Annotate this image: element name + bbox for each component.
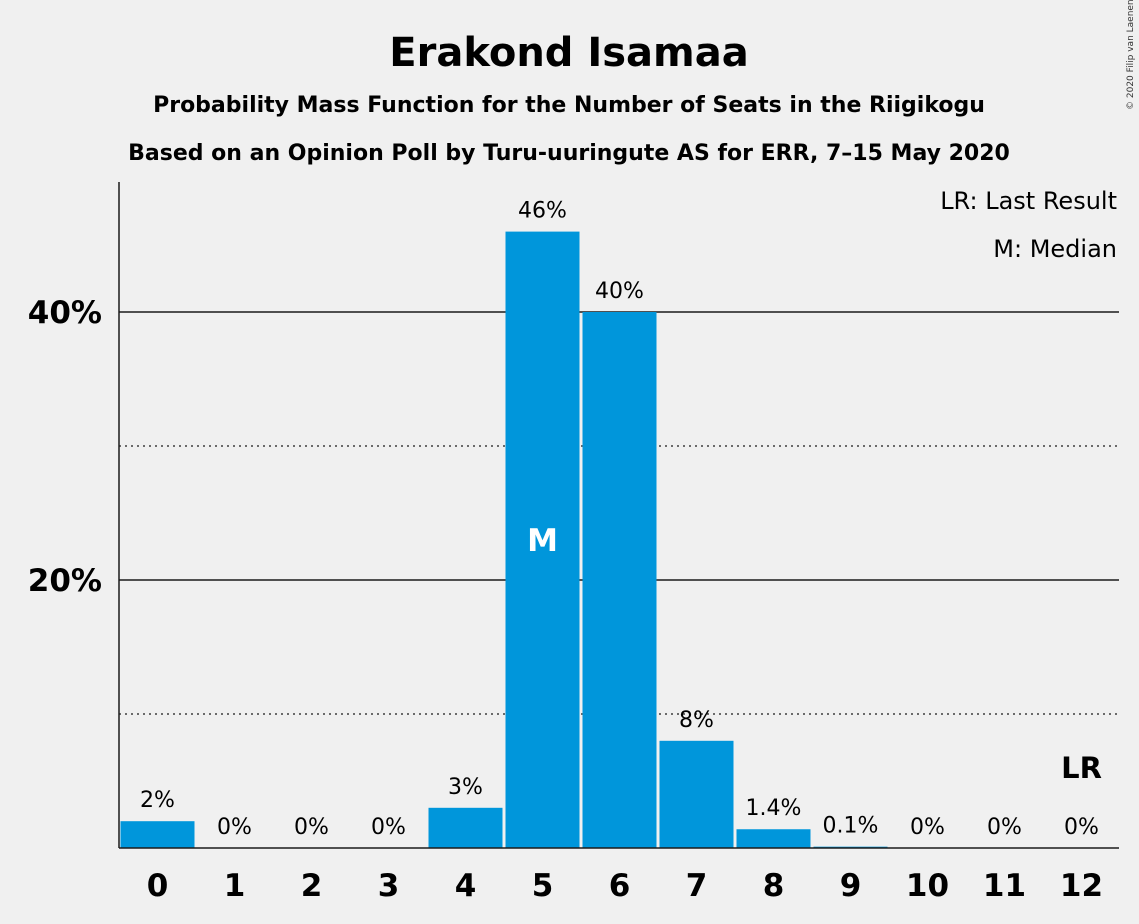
data-label-11: 0% [987,815,1022,840]
bar-4 [428,807,503,848]
bar-5 [505,231,580,849]
data-label-5: 46% [518,199,567,224]
x-tick-label: 12 [1060,868,1103,904]
y-axis-ticks: 20% 40% [28,295,102,599]
x-tick-label: 7 [686,868,708,904]
chart-title: Erakond Isamaa [389,30,748,76]
data-label-6: 40% [595,279,644,304]
data-label-3: 0% [371,815,406,840]
median-marker: M [527,523,558,559]
chart-subtitle-1: Probability Mass Function for the Number… [153,93,985,118]
data-label-7: 8% [679,708,714,733]
bar-0 [120,821,195,848]
data-label-2: 0% [294,815,329,840]
y-tick-label: 20% [28,563,102,599]
data-label-9: 0.1% [823,814,879,839]
data-labels: 2% 0% 0% 0% 3% 46% 40% 8% 1.4% 0.1% 0% 0% 0% M LR [140,199,1102,840]
y-tick-label: 40% [28,295,102,331]
legend-median: M: Median [993,235,1117,263]
bar-8 [736,829,811,848]
chart-subtitle-2: Based on an Opinion Poll by Turu-uuringu… [128,141,1010,166]
data-label-12: 0% [1064,815,1099,840]
bar-6 [582,312,657,848]
x-tick-label: 0 [147,868,169,904]
x-tick-label: 6 [609,868,631,904]
x-tick-label: 3 [378,868,400,904]
data-label-8: 1.4% [746,796,802,821]
x-tick-label: 2 [301,868,323,904]
data-label-1: 0% [217,815,252,840]
bars [120,231,888,849]
data-label-4: 3% [448,775,483,800]
data-label-10: 0% [910,815,945,840]
data-label-0: 2% [140,788,175,813]
last-result-marker: LR [1061,751,1102,785]
x-axis-ticks: 0 1 2 3 4 5 6 7 8 9 10 11 12 [147,868,1103,904]
x-tick-label: 1 [224,868,246,904]
x-tick-label: 11 [983,868,1026,904]
x-tick-label: 10 [906,868,949,904]
x-tick-label: 4 [455,868,477,904]
legend-last-result: LR: Last Result [940,187,1117,215]
x-tick-label: 8 [763,868,785,904]
x-tick-label: 5 [532,868,554,904]
bar-7 [659,740,734,848]
copyright-text: © 2020 Filip van Laenen [1126,0,1136,110]
x-tick-label: 9 [840,868,862,904]
